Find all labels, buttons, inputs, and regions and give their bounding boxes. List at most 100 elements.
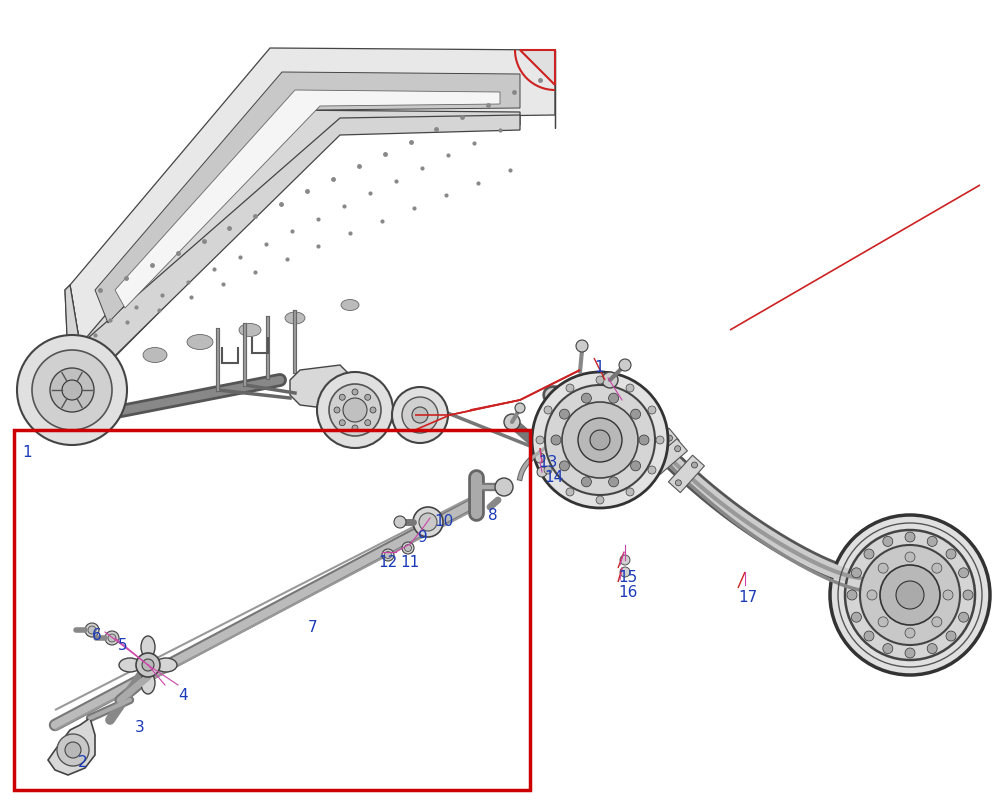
Polygon shape (520, 50, 555, 85)
Polygon shape (641, 428, 679, 463)
Circle shape (932, 563, 942, 573)
Circle shape (339, 420, 345, 426)
Circle shape (65, 742, 81, 758)
Circle shape (352, 389, 358, 395)
Text: 14: 14 (544, 470, 563, 485)
Circle shape (108, 634, 116, 642)
Circle shape (619, 359, 631, 371)
Text: 1: 1 (22, 445, 32, 460)
Circle shape (532, 372, 668, 508)
Text: 12: 12 (378, 555, 397, 570)
Circle shape (142, 659, 154, 671)
Circle shape (576, 340, 588, 352)
Polygon shape (95, 72, 520, 323)
Circle shape (136, 653, 160, 677)
Polygon shape (80, 110, 520, 390)
Circle shape (365, 420, 371, 426)
Circle shape (32, 350, 112, 430)
Circle shape (62, 380, 82, 400)
Circle shape (562, 402, 638, 478)
Text: 2: 2 (78, 755, 88, 770)
Circle shape (404, 545, 412, 551)
Ellipse shape (141, 672, 155, 694)
Circle shape (412, 407, 428, 423)
Circle shape (631, 461, 641, 471)
Circle shape (691, 462, 697, 468)
Circle shape (639, 435, 649, 445)
Circle shape (596, 376, 604, 384)
Circle shape (631, 409, 641, 419)
Circle shape (864, 549, 874, 559)
Text: 5: 5 (118, 638, 128, 653)
Text: 16: 16 (618, 585, 637, 600)
Circle shape (602, 372, 618, 388)
Circle shape (932, 617, 942, 627)
Circle shape (878, 563, 888, 573)
Text: 6: 6 (92, 628, 102, 643)
Circle shape (50, 368, 94, 412)
Circle shape (656, 436, 664, 444)
Circle shape (905, 648, 915, 658)
Text: 11: 11 (400, 555, 419, 570)
Circle shape (927, 537, 937, 546)
Circle shape (675, 446, 681, 452)
Circle shape (830, 515, 990, 675)
Circle shape (88, 626, 96, 634)
Circle shape (860, 545, 960, 645)
Circle shape (329, 384, 381, 436)
Circle shape (504, 414, 520, 430)
Circle shape (495, 478, 513, 496)
Circle shape (566, 488, 574, 496)
Circle shape (402, 542, 414, 554)
Bar (14, 430, 530, 790)
Circle shape (402, 397, 438, 433)
Ellipse shape (341, 299, 359, 310)
Circle shape (581, 393, 591, 403)
Circle shape (365, 394, 371, 400)
Polygon shape (65, 285, 82, 390)
Circle shape (666, 435, 672, 441)
Text: 15: 15 (618, 570, 637, 585)
Circle shape (352, 425, 358, 431)
Polygon shape (650, 438, 687, 474)
Circle shape (545, 385, 655, 495)
Polygon shape (290, 365, 350, 410)
Polygon shape (668, 455, 704, 493)
Ellipse shape (187, 334, 213, 350)
Circle shape (384, 551, 392, 558)
Polygon shape (65, 115, 520, 390)
Circle shape (675, 480, 681, 486)
Circle shape (880, 565, 940, 625)
Circle shape (905, 628, 915, 638)
Circle shape (943, 590, 953, 600)
Circle shape (559, 409, 569, 419)
Circle shape (648, 466, 656, 474)
Text: 10: 10 (434, 514, 453, 529)
Ellipse shape (143, 347, 167, 362)
Circle shape (566, 384, 574, 392)
Circle shape (394, 516, 406, 528)
Circle shape (339, 394, 345, 400)
Text: 8: 8 (488, 508, 498, 523)
Circle shape (609, 393, 619, 403)
Polygon shape (70, 48, 555, 345)
Circle shape (959, 568, 969, 578)
Circle shape (883, 643, 893, 654)
Circle shape (596, 496, 604, 504)
Circle shape (883, 537, 893, 546)
Ellipse shape (141, 636, 155, 658)
Circle shape (370, 407, 376, 413)
Circle shape (626, 384, 634, 392)
Ellipse shape (155, 658, 177, 672)
Circle shape (382, 549, 394, 561)
Circle shape (648, 450, 654, 456)
Circle shape (656, 462, 662, 467)
Circle shape (905, 552, 915, 562)
Circle shape (590, 430, 610, 450)
Circle shape (626, 488, 634, 496)
Circle shape (536, 436, 544, 444)
Circle shape (392, 387, 448, 443)
Ellipse shape (94, 361, 116, 375)
Circle shape (620, 555, 630, 565)
Polygon shape (48, 718, 95, 775)
